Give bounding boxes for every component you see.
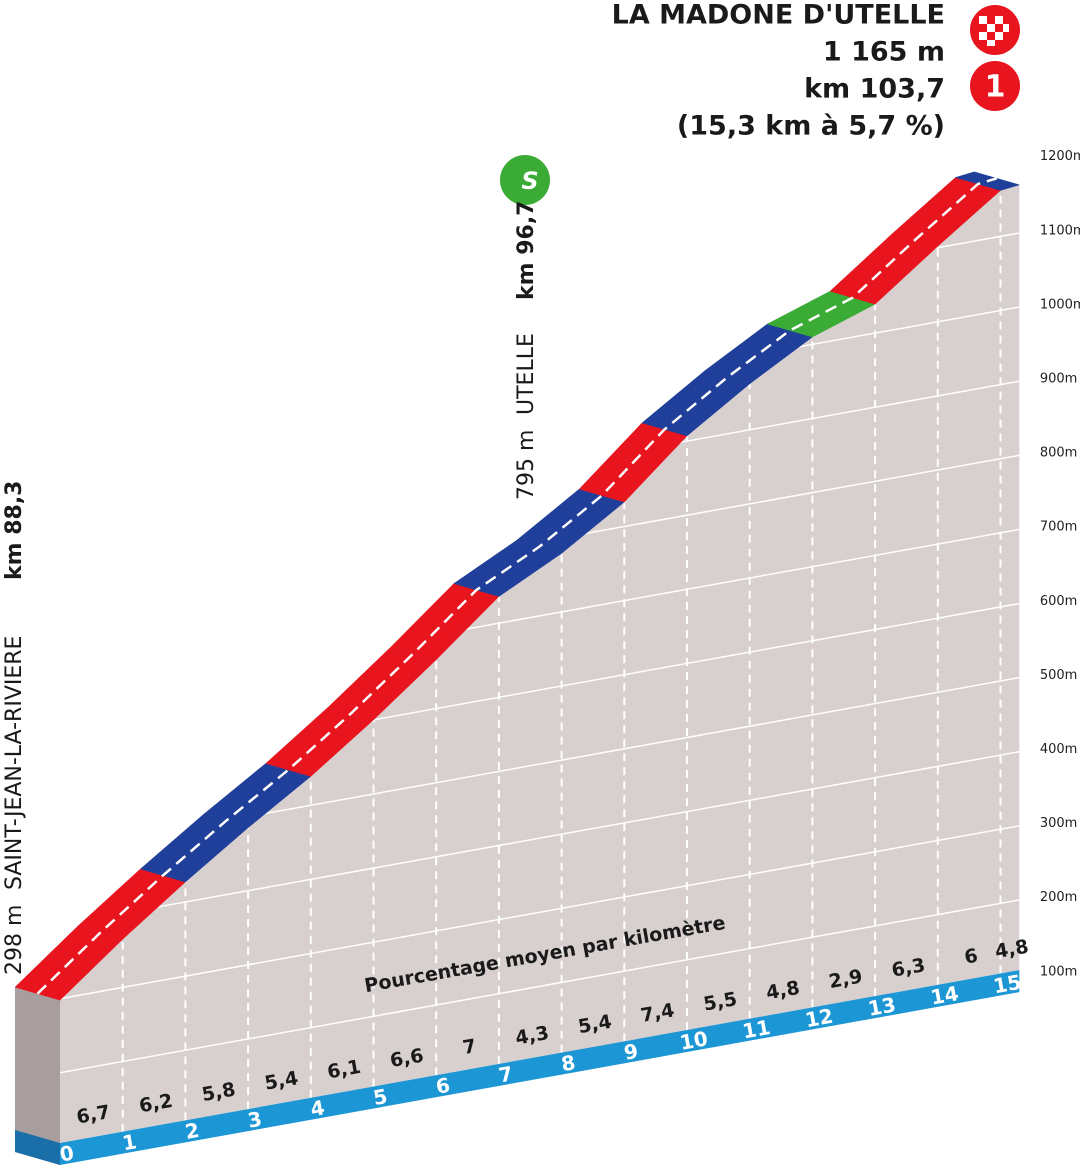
sprint-label: 795 m UTELLE km 96,7 (514, 201, 539, 501)
km-band-side (15, 1130, 60, 1165)
x-tick-label: 7 (497, 1061, 515, 1087)
sprint-km: km 96,7 (514, 201, 539, 301)
x-tick-label: 14 (929, 981, 961, 1009)
grid-line (59, 896, 1032, 1074)
summit-climb: (15,3 km à 5,7 %) (677, 111, 945, 142)
y-tick-label: 200m (1040, 890, 1077, 905)
x-tick-label: 12 (803, 1004, 835, 1032)
x-tick-label: 5 (371, 1084, 389, 1110)
x-tick-label: 13 (866, 992, 898, 1020)
y-tick-label: 900m (1040, 371, 1077, 386)
grid-line (59, 600, 1032, 778)
gradient-label: 7 (461, 1035, 478, 1059)
sprint-icon (500, 155, 550, 205)
x-tick-label: 1 (121, 1129, 139, 1155)
x-tick-label: 4 (309, 1095, 327, 1121)
sprint-altitude: 795 m (514, 430, 539, 500)
gradient-label: 4,8 (993, 936, 1030, 964)
route-line (36, 177, 998, 995)
start-name: SAINT-JEAN-LA-RIVIERE (2, 636, 27, 890)
y-tick-label: 1100m (1040, 223, 1080, 238)
plot: 100m 200m 300m 400m 500m 600m 700m 800m 900m 1000… (14, 149, 1080, 1167)
grid-line (59, 304, 1032, 481)
y-tick-label: 500m (1040, 668, 1077, 683)
start-label: 298 m SAINT-JEAN-LA-RIVIERE km 88,3 (2, 481, 27, 976)
summit-altitude: 1 165 m (823, 37, 945, 68)
y-tick-label: 400m (1040, 742, 1077, 757)
y-tick-label: 300m (1040, 816, 1077, 831)
x-tick-label: 10 (678, 1026, 710, 1054)
start-km: km 88,3 (2, 481, 27, 581)
side-block (15, 987, 60, 1165)
gradient-label: 6 (963, 945, 980, 969)
x-tick-label: 9 (622, 1039, 640, 1065)
finish-icon (970, 5, 1020, 55)
x-tick-label: 3 (246, 1107, 264, 1133)
grid-line (59, 378, 1032, 555)
grid-line (59, 748, 1032, 926)
y-tick-label: 600m (1040, 594, 1077, 609)
grid-line (59, 526, 1032, 704)
y-tick-label: 1000m (1040, 297, 1080, 312)
x-tick-label: 11 (741, 1015, 773, 1043)
category-label: 1 (985, 70, 1006, 105)
grid-line (59, 822, 1032, 1000)
grid-line (59, 155, 1032, 333)
y-tick-label: 700m (1040, 520, 1077, 535)
x-tick-label: 6 (434, 1073, 452, 1099)
x-tick-label: 2 (183, 1118, 201, 1144)
x-tick-label: 15 (991, 970, 1023, 998)
x-tick-label: 0 (58, 1140, 76, 1166)
sprint-name: UTELLE (514, 333, 539, 415)
km-band (60, 970, 1020, 1165)
sprint-icon-label: S (521, 167, 538, 195)
y-tick-label: 800m (1040, 446, 1077, 461)
y-tick-label: 1200m (1040, 149, 1080, 164)
summit-km: km 103,7 (804, 74, 945, 105)
start-altitude: 298 m (2, 905, 27, 975)
category-badge (970, 61, 1020, 111)
y-tick-label: 100m (1040, 964, 1077, 979)
summit-name: LA MADONE D'UTELLE (612, 0, 945, 31)
x-tick-label: 8 (559, 1050, 577, 1076)
